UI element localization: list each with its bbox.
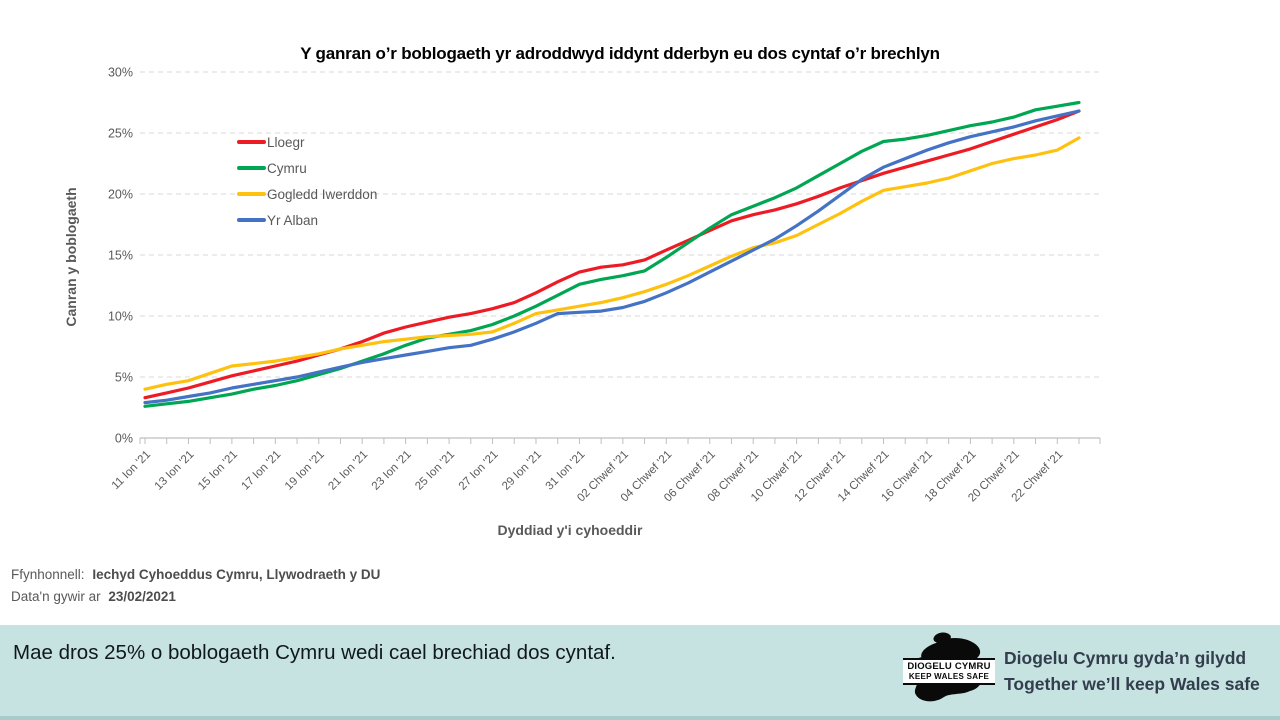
updated-line: Data'n gywir ar 23/02/2021 [11, 589, 176, 604]
x-axis-ticks [139, 438, 1101, 444]
source-value: Iechyd Cyhoeddus Cymru, Llywodraeth y DU [92, 567, 381, 582]
logo-welsh-text: DIOGELU CYMRU [907, 661, 991, 672]
svg-text:13 Ion '21: 13 Ion '21 [153, 449, 197, 493]
series-line-yr-alban [143, 109, 1081, 405]
svg-text:23 Ion '21: 23 Ion '21 [370, 449, 414, 493]
tagline-welsh: Diogelu Cymru gyda’n gilydd [1004, 648, 1247, 668]
legend-line-swatch-icon [237, 140, 266, 144]
gridlines [140, 71, 1100, 378]
svg-text:25 Ion '21: 25 Ion '21 [413, 449, 457, 493]
updated-label: Data'n gywir ar [11, 589, 101, 604]
svg-text:21 Ion '21: 21 Ion '21 [326, 449, 370, 493]
svg-text:31 Ion '21: 31 Ion '21 [544, 449, 588, 493]
svg-text:17 Ion '21: 17 Ion '21 [239, 449, 283, 493]
vaccination-line-chart: 0%5%10%15%20%25%30%11 Ion '21 13 Ion '21 1… [108, 66, 1101, 505]
svg-text:27 Ion '21: 27 Ion '21 [457, 449, 501, 493]
series-line-cymru [143, 100, 1081, 408]
tagline-english: Together we’ll keep Wales safe [1004, 674, 1260, 694]
campaign-taglines: Diogelu Cymru gyda’n gilydd Together we’… [1004, 645, 1260, 697]
svg-text:11 Ion '21: 11 Ion '21 [110, 449, 153, 492]
source-line: Ffynhonnell: Iechyd Cyhoeddus Cymru, Lly… [11, 567, 380, 582]
legend-item: Lloegr [237, 129, 377, 155]
legend-item: Yr Alban [237, 207, 377, 233]
x-axis-labels: 11 Ion '21 13 Ion '21 15 Ion '21 17 Ion '21… [110, 449, 1066, 505]
series-line-gogledd-iwerddon [143, 136, 1081, 391]
svg-text:25%: 25% [108, 127, 133, 141]
updated-value: 23/02/2021 [108, 589, 176, 604]
svg-text:20%: 20% [108, 188, 133, 202]
legend-label: Lloegr [267, 134, 305, 150]
svg-text:19 Ion '21: 19 Ion '21 [283, 449, 327, 493]
source-label: Ffynhonnell: [11, 567, 85, 582]
svg-text:10%: 10% [108, 310, 133, 324]
legend-line-swatch-icon [237, 192, 266, 196]
logo-english-text: KEEP WALES SAFE [908, 672, 990, 681]
y-axis-labels: 0% 5% 10% 15% 20% 25% 30% [108, 66, 133, 446]
series-line-lloegr [143, 109, 1081, 400]
keep-wales-safe-logo: DIOGELU CYMRU KEEP WALES SAFE [903, 631, 995, 707]
chart-legend: Lloegr Cymru Gogledd Iwerddon Yr Alban [237, 129, 377, 233]
legend-item: Cymru [237, 155, 377, 181]
footer-banner: Mae dros 25% o boblogaeth Cymru wedi cae… [0, 625, 1280, 720]
legend-label: Gogledd Iwerddon [267, 186, 378, 202]
svg-text:0%: 0% [115, 432, 133, 446]
svg-text:15 Ion '21: 15 Ion '21 [196, 449, 240, 493]
legend-label: Yr Alban [267, 212, 319, 228]
svg-text:5%: 5% [115, 371, 133, 385]
logo-text-box: DIOGELU CYMRU KEEP WALES SAFE [903, 658, 995, 685]
svg-text:15%: 15% [108, 249, 133, 263]
legend-line-swatch-icon [237, 166, 266, 170]
banner-message: Mae dros 25% o boblogaeth Cymru wedi cae… [13, 641, 616, 664]
x-axis-title: Dyddiad y'i cyhoeddir [497, 522, 643, 538]
legend-item: Gogledd Iwerddon [237, 181, 377, 207]
svg-text:30%: 30% [108, 66, 133, 80]
svg-text:29 Ion '21: 29 Ion '21 [500, 449, 544, 493]
legend-label: Cymru [267, 160, 307, 176]
legend-line-swatch-icon [237, 218, 266, 222]
chart-title: Y ganran o’r boblogaeth yr adroddwyd idd… [300, 44, 940, 63]
